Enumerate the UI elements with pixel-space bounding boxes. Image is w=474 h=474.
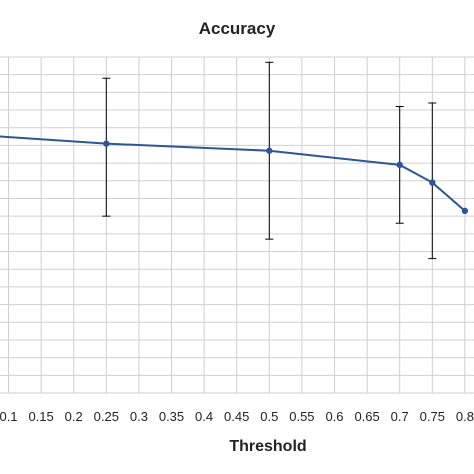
x-tick-label: 0.65 <box>354 409 379 424</box>
x-tick-label: 0.35 <box>159 409 184 424</box>
x-tick-label: 0.1 <box>0 409 18 424</box>
x-tick-label: 0.2 <box>65 409 83 424</box>
x-tick-label: 0.15 <box>28 409 53 424</box>
series-layer <box>0 61 469 260</box>
x-tick-label: 0.45 <box>224 409 249 424</box>
error-bar <box>102 77 111 217</box>
data-point <box>266 147 273 154</box>
data-point <box>396 161 403 169</box>
x-tick-labels: 0.1 0.15 0.2 0.25 0.3 0.35 0.4 0.45 0.5 0.55 0.6 0.… <box>0 409 474 424</box>
x-tick-label: 0.4 <box>195 409 213 424</box>
x-tick-label: 0.8 <box>456 409 474 424</box>
chart-title: Accuracy <box>199 19 276 38</box>
data-point <box>429 179 436 186</box>
data-point <box>461 207 469 215</box>
x-tick-label: 0.7 <box>391 409 409 424</box>
series-line <box>0 135 466 212</box>
grid <box>0 56 474 394</box>
data-point <box>103 140 110 147</box>
x-tick-label: 0.5 <box>260 409 278 424</box>
x-tick-label: 0.55 <box>289 409 314 424</box>
x-tick-label: 0.3 <box>130 409 148 424</box>
x-tick-label: 0.75 <box>420 409 445 424</box>
x-tick-label: 0.25 <box>94 409 119 424</box>
x-tick-label: 0.6 <box>325 409 343 424</box>
x-axis-label: Threshold <box>229 438 306 455</box>
